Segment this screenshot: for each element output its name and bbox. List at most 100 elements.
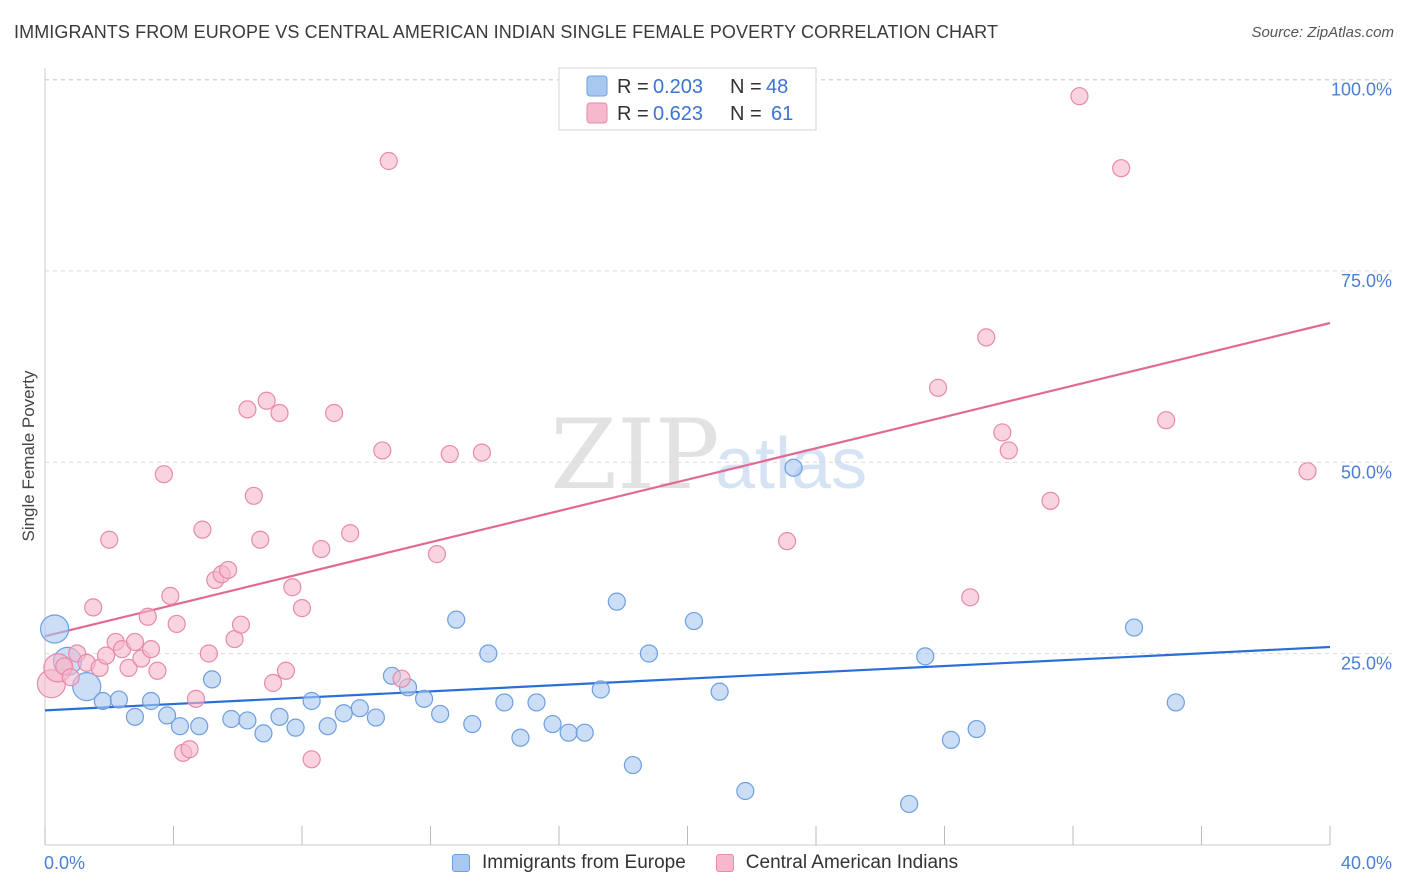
central-american-indian-trend-line — [44, 321, 1331, 638]
europe-point — [736, 781, 755, 801]
europe-point — [270, 707, 289, 726]
chart-title: IMMIGRANTS FROM EUROPE VS CENTRAL AMERIC… — [14, 22, 999, 42]
central-american-indian-point — [1157, 411, 1176, 430]
legend-label-central-american-indians: Central American Indians — [745, 852, 959, 873]
central-american-indian-point — [154, 465, 173, 484]
central-american-indian-point — [257, 391, 276, 410]
legend-n-value-1: 48 — [766, 76, 788, 98]
europe-point — [125, 707, 145, 726]
central-american-indian-point — [341, 524, 360, 543]
central-american-indian-point — [928, 378, 948, 397]
watermark: ZIP atlas — [550, 399, 867, 511]
legend-r-value-2: 0.623 — [653, 103, 703, 125]
central-american-indian-point — [180, 740, 199, 759]
central-american-indian-point — [100, 530, 119, 549]
europe-point — [495, 693, 514, 712]
legend-blue-swatch — [586, 75, 608, 97]
legend-label-europe: Immigrants from Europe — [482, 852, 686, 873]
central-american-indian-point — [119, 658, 138, 677]
europe-point — [784, 458, 803, 477]
axes — [44, 68, 1331, 846]
x-tick-label-end: 40.0% — [1341, 853, 1392, 873]
central-american-indian-point — [276, 661, 296, 680]
central-american-indian-point — [325, 403, 344, 423]
europe-point — [157, 706, 177, 725]
central-american-indian-point — [292, 599, 312, 618]
central-american-indian-point — [238, 400, 257, 419]
europe-trend-line — [44, 645, 1331, 712]
europe-point — [109, 690, 128, 709]
europe-swatch — [452, 854, 470, 872]
europe-point — [639, 644, 659, 663]
central-american-indian-point — [373, 441, 392, 460]
central-american-indian-point — [96, 646, 116, 665]
europe-point — [170, 717, 190, 736]
europe-point — [93, 691, 112, 711]
central-american-indian-point — [312, 539, 331, 559]
central-american-indian-point — [440, 444, 459, 464]
central-american-indian-point — [472, 443, 491, 462]
legend-r-value-1: 0.203 — [653, 76, 703, 98]
watermark-zip: ZIP — [550, 399, 719, 511]
europe-point — [900, 794, 919, 814]
y-tick-label: 50.0% — [1341, 462, 1392, 482]
central-american-indian-point — [193, 520, 212, 539]
central-american-indian-point — [251, 530, 270, 549]
europe-point — [479, 644, 498, 663]
europe-point — [190, 717, 209, 736]
europe-point — [559, 723, 578, 742]
legend-r-label-1: R = — [617, 76, 649, 98]
europe-point — [40, 614, 70, 644]
europe-point — [710, 682, 729, 701]
central-american-indians-swatch — [715, 854, 734, 872]
trend-lines — [44, 321, 1331, 712]
europe-point — [72, 671, 102, 702]
central-american-indian-point — [141, 640, 161, 659]
central-american-indian-point — [977, 328, 996, 347]
central-american-indian-point — [84, 598, 103, 617]
legend-pink-swatch — [586, 102, 608, 124]
central-american-indian-point — [219, 560, 238, 580]
europe-point — [591, 680, 610, 699]
europe-point — [941, 730, 961, 749]
central-american-indian-point — [999, 441, 1018, 460]
europe-point — [254, 724, 273, 743]
legend-item-europe: Immigrants from Europe — [452, 852, 686, 874]
europe-point — [967, 719, 986, 739]
europe-point — [607, 592, 626, 611]
europe-point — [916, 647, 935, 666]
central-american-indian-point — [270, 403, 289, 423]
correlation-legend: R = 0.203 N = 48 R = 0.623 N = 61 — [558, 67, 817, 131]
central-american-indian-point — [167, 614, 186, 634]
central-american-indian-point — [125, 632, 145, 652]
data-points — [36, 87, 1317, 814]
europe-point — [623, 755, 642, 775]
europe-point — [302, 691, 321, 711]
europe-point — [447, 610, 466, 629]
europe-point — [575, 723, 594, 742]
central-american-indian-point — [186, 689, 206, 708]
y-axis-label: Single Female Poverty — [19, 370, 38, 542]
central-american-indian-point — [1112, 159, 1131, 178]
europe-point — [318, 717, 337, 736]
series-legend: Immigrants from Europe Central American … — [452, 852, 988, 874]
europe-point — [1166, 693, 1185, 712]
europe-point — [366, 708, 385, 727]
central-american-indian-point — [427, 545, 447, 564]
central-american-indian-point — [263, 673, 283, 693]
y-tick-label: 75.0% — [1341, 271, 1392, 291]
legend-n-label-1: N = — [730, 76, 762, 98]
y-tick-label: 25.0% — [1341, 654, 1392, 674]
europe-point — [141, 691, 161, 711]
europe-point — [334, 704, 353, 723]
central-american-indian-point — [161, 586, 180, 605]
europe-point — [511, 728, 530, 747]
central-american-indian-point — [379, 151, 398, 171]
legend-n-label-2: N = — [730, 103, 762, 125]
x-tick-label-start: 0.0% — [44, 853, 85, 873]
europe-point — [431, 704, 450, 724]
y-tick-label: 100.0% — [1331, 80, 1392, 100]
central-american-indian-point — [777, 532, 797, 551]
central-american-indian-point — [392, 669, 411, 688]
